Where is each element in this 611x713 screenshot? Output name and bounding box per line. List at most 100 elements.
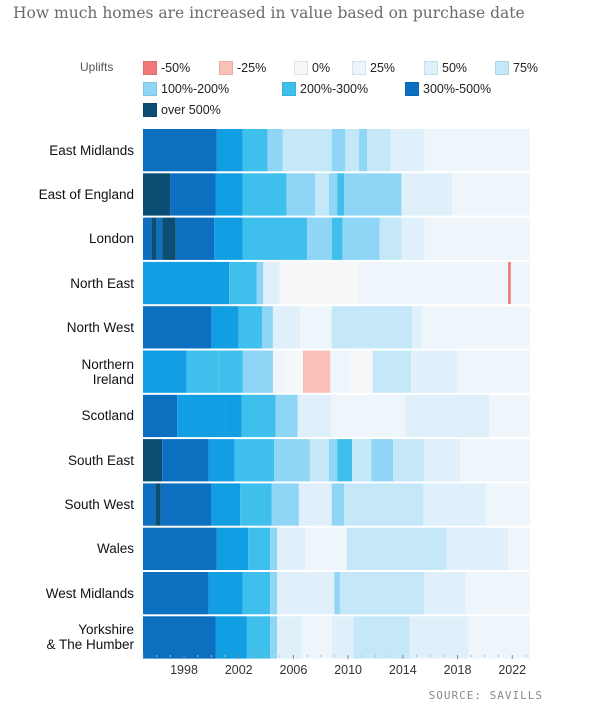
heatmap-cell (465, 572, 530, 615)
region-label: East of England (38, 186, 134, 202)
heatmap-cell (143, 129, 217, 172)
heatmap-cell (424, 572, 466, 615)
legend-swatch (424, 61, 438, 75)
x-tick-label: 2006 (280, 663, 308, 677)
heatmap-cell (214, 217, 243, 260)
region-label: North West (66, 319, 134, 335)
x-tick-label: 2022 (498, 663, 526, 677)
heatmap-cell (346, 527, 447, 570)
heatmap-cell (143, 306, 212, 349)
heatmap-cell (424, 173, 453, 216)
heatmap-cell (156, 217, 163, 260)
legend-item-n25: -25% (219, 60, 266, 76)
region-label: Scotland (81, 408, 134, 424)
legend-label: 0% (312, 61, 331, 75)
legend-label: -50% (161, 61, 191, 75)
legend-title: Uplifts (80, 60, 114, 74)
heatmap-cell (143, 173, 171, 216)
heatmap-cell (143, 527, 217, 570)
legend-swatch (282, 82, 296, 96)
legend-label: 100%-200% (161, 82, 230, 96)
heatmap-cell (143, 616, 216, 659)
heatmap-cell (390, 129, 425, 172)
heatmap-cell (248, 527, 271, 570)
heatmap-cell (357, 261, 509, 305)
region-label: South East (67, 452, 134, 468)
heatmap-cell (272, 350, 287, 393)
heatmap-cell (162, 439, 209, 482)
heatmap-cell (151, 217, 157, 260)
legend-label: 300%-500% (423, 82, 492, 96)
heatmap-cell (424, 129, 492, 172)
heatmap-cell (286, 350, 303, 393)
heatmap-cell (344, 483, 424, 526)
heatmap-cell (208, 439, 235, 482)
heatmap-cell (297, 394, 332, 438)
legend-label: 50% (442, 61, 468, 75)
legend-swatch (352, 61, 366, 75)
heatmap-cell (162, 217, 176, 260)
heatmap-cell (339, 572, 425, 615)
heatmap-cell (331, 129, 346, 172)
x-tick-label: 2010 (334, 663, 362, 677)
heatmap-cell (315, 173, 329, 216)
heatmap-cell (342, 217, 380, 260)
region-row (143, 217, 530, 260)
legend-item-p200: 200%-300% (282, 81, 368, 97)
heatmap-cell (216, 129, 243, 172)
heatmap-cell (143, 483, 156, 526)
legend-item-n50: -50% (143, 60, 190, 76)
chart-title: How much homes are increased in value ba… (13, 4, 525, 22)
heatmap-cell (331, 306, 413, 349)
heatmap-cell (311, 572, 335, 615)
region-label: Yorkshire & The Humber (46, 622, 134, 653)
heatmap-cell (286, 173, 316, 216)
x-tick-label: 2002 (225, 663, 253, 677)
legend-item-p300: 300%-500% (405, 81, 491, 97)
heatmap-cell (279, 261, 358, 305)
heatmap-cell (352, 439, 372, 482)
heatmap-cell (457, 350, 530, 393)
region-row (143, 527, 530, 570)
heatmap-cell (143, 439, 163, 482)
heatmap-cell (208, 572, 243, 615)
heatmap-cell (267, 129, 283, 172)
heatmap-cell (143, 394, 178, 438)
heatmap-cell (143, 261, 230, 305)
region-label: West Midlands (45, 585, 134, 601)
heatmap-cell (307, 217, 332, 260)
source-note: SOURCE: SAVILLS (428, 689, 543, 702)
heatmap-cell (170, 173, 216, 216)
heatmap-cell (261, 306, 273, 349)
x-tick-label: 2014 (389, 663, 417, 677)
heatmap-cell (242, 129, 268, 172)
heatmap-cell (349, 350, 373, 393)
heatmap-cell (143, 217, 152, 260)
region-row (143, 261, 530, 305)
x-tick-label: 1998 (170, 663, 198, 677)
region-row (143, 173, 530, 216)
heatmap-cell (488, 394, 530, 438)
heatmap-cell (371, 439, 394, 482)
heatmap-cell (177, 394, 226, 438)
heatmap-cell (508, 261, 511, 305)
heatmap-cell (372, 394, 406, 438)
legend-swatch (143, 82, 157, 96)
heatmap-cell (421, 306, 530, 349)
heatmap-cell (305, 527, 347, 570)
heatmap-cell (272, 306, 301, 349)
legend-label: 200%-300% (300, 82, 369, 96)
legend-item-p500: over 500% (143, 102, 221, 118)
heatmap-cell (411, 350, 458, 393)
heatmap-cell (367, 129, 391, 172)
legend-item-p0: 0% (294, 60, 330, 76)
heatmap-cell (215, 173, 243, 216)
region-label: North East (70, 275, 134, 291)
heatmap-cell (491, 129, 530, 172)
heatmap-cell (330, 350, 350, 393)
heatmap-cell (331, 394, 373, 438)
heatmap-cell (155, 483, 161, 526)
heatmap-cell (379, 217, 402, 260)
heatmap-cell (412, 306, 422, 349)
heatmap-cell (277, 616, 302, 659)
